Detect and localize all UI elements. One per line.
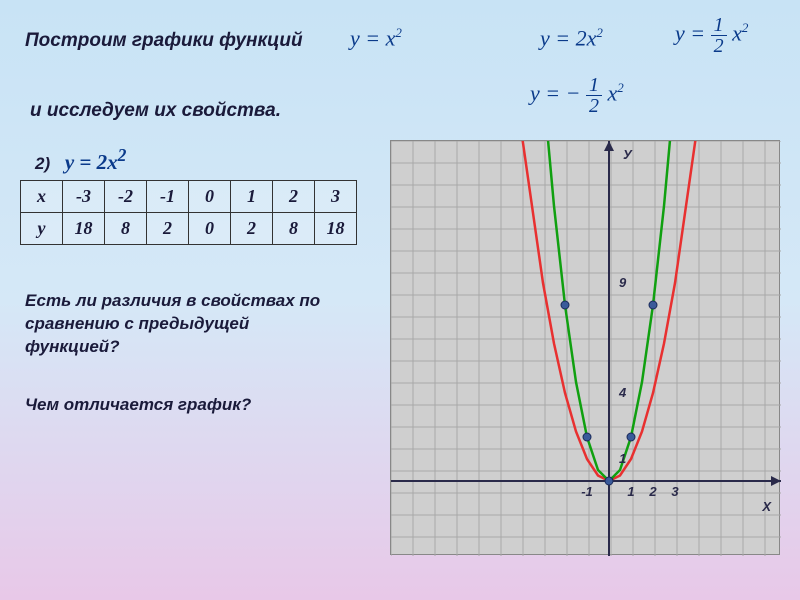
svg-text:X: X <box>761 499 772 514</box>
svg-text:9: 9 <box>619 275 627 290</box>
table-cell: 0 <box>189 181 231 213</box>
table-cell: 2 <box>147 213 189 245</box>
formula-y-half-x2: y = 12 x2 <box>675 15 748 56</box>
svg-text:У: У <box>623 147 633 162</box>
svg-text:1: 1 <box>627 484 634 499</box>
table-header-y: y <box>21 213 63 245</box>
table-header-x: x <box>21 181 63 213</box>
table-cell: 8 <box>105 213 147 245</box>
formula-y-x2: y = x2 <box>350 25 402 51</box>
svg-text:3: 3 <box>671 484 679 499</box>
table-cell: -2 <box>105 181 147 213</box>
table-cell: 1 <box>231 181 273 213</box>
table-cell: 18 <box>315 213 357 245</box>
table-cell: 0 <box>189 213 231 245</box>
svg-text:4: 4 <box>618 385 627 400</box>
table-cell: 2 <box>273 181 315 213</box>
table-cell: 3 <box>315 181 357 213</box>
table-cell: 8 <box>273 213 315 245</box>
table-cell: -1 <box>147 181 189 213</box>
formula-y-neg-half-x2: y = − 12 x2 <box>530 75 624 116</box>
value-table: x-3-2-10123 y188202818 <box>20 180 357 245</box>
item-formula: y = 2x2 <box>65 150 127 174</box>
table-cell: 18 <box>63 213 105 245</box>
formula-y-2x2: y = 2x2 <box>540 25 603 51</box>
table-cell: -3 <box>63 181 105 213</box>
item-number: 2) y = 2x2 <box>35 145 126 175</box>
page-subtitle: и исследуем их свойства. <box>30 100 281 122</box>
table-cell: 2 <box>231 213 273 245</box>
question-text-1: Есть ли различия в свойствах по сравнени… <box>25 290 335 359</box>
page-title: Построим графики функций <box>25 30 303 52</box>
svg-text:1: 1 <box>619 451 626 466</box>
question-text-2: Чем отличается график? <box>25 395 335 415</box>
parabola-chart: 149-1123УX <box>390 140 780 555</box>
svg-text:2: 2 <box>648 484 657 499</box>
svg-text:-1: -1 <box>581 484 593 499</box>
